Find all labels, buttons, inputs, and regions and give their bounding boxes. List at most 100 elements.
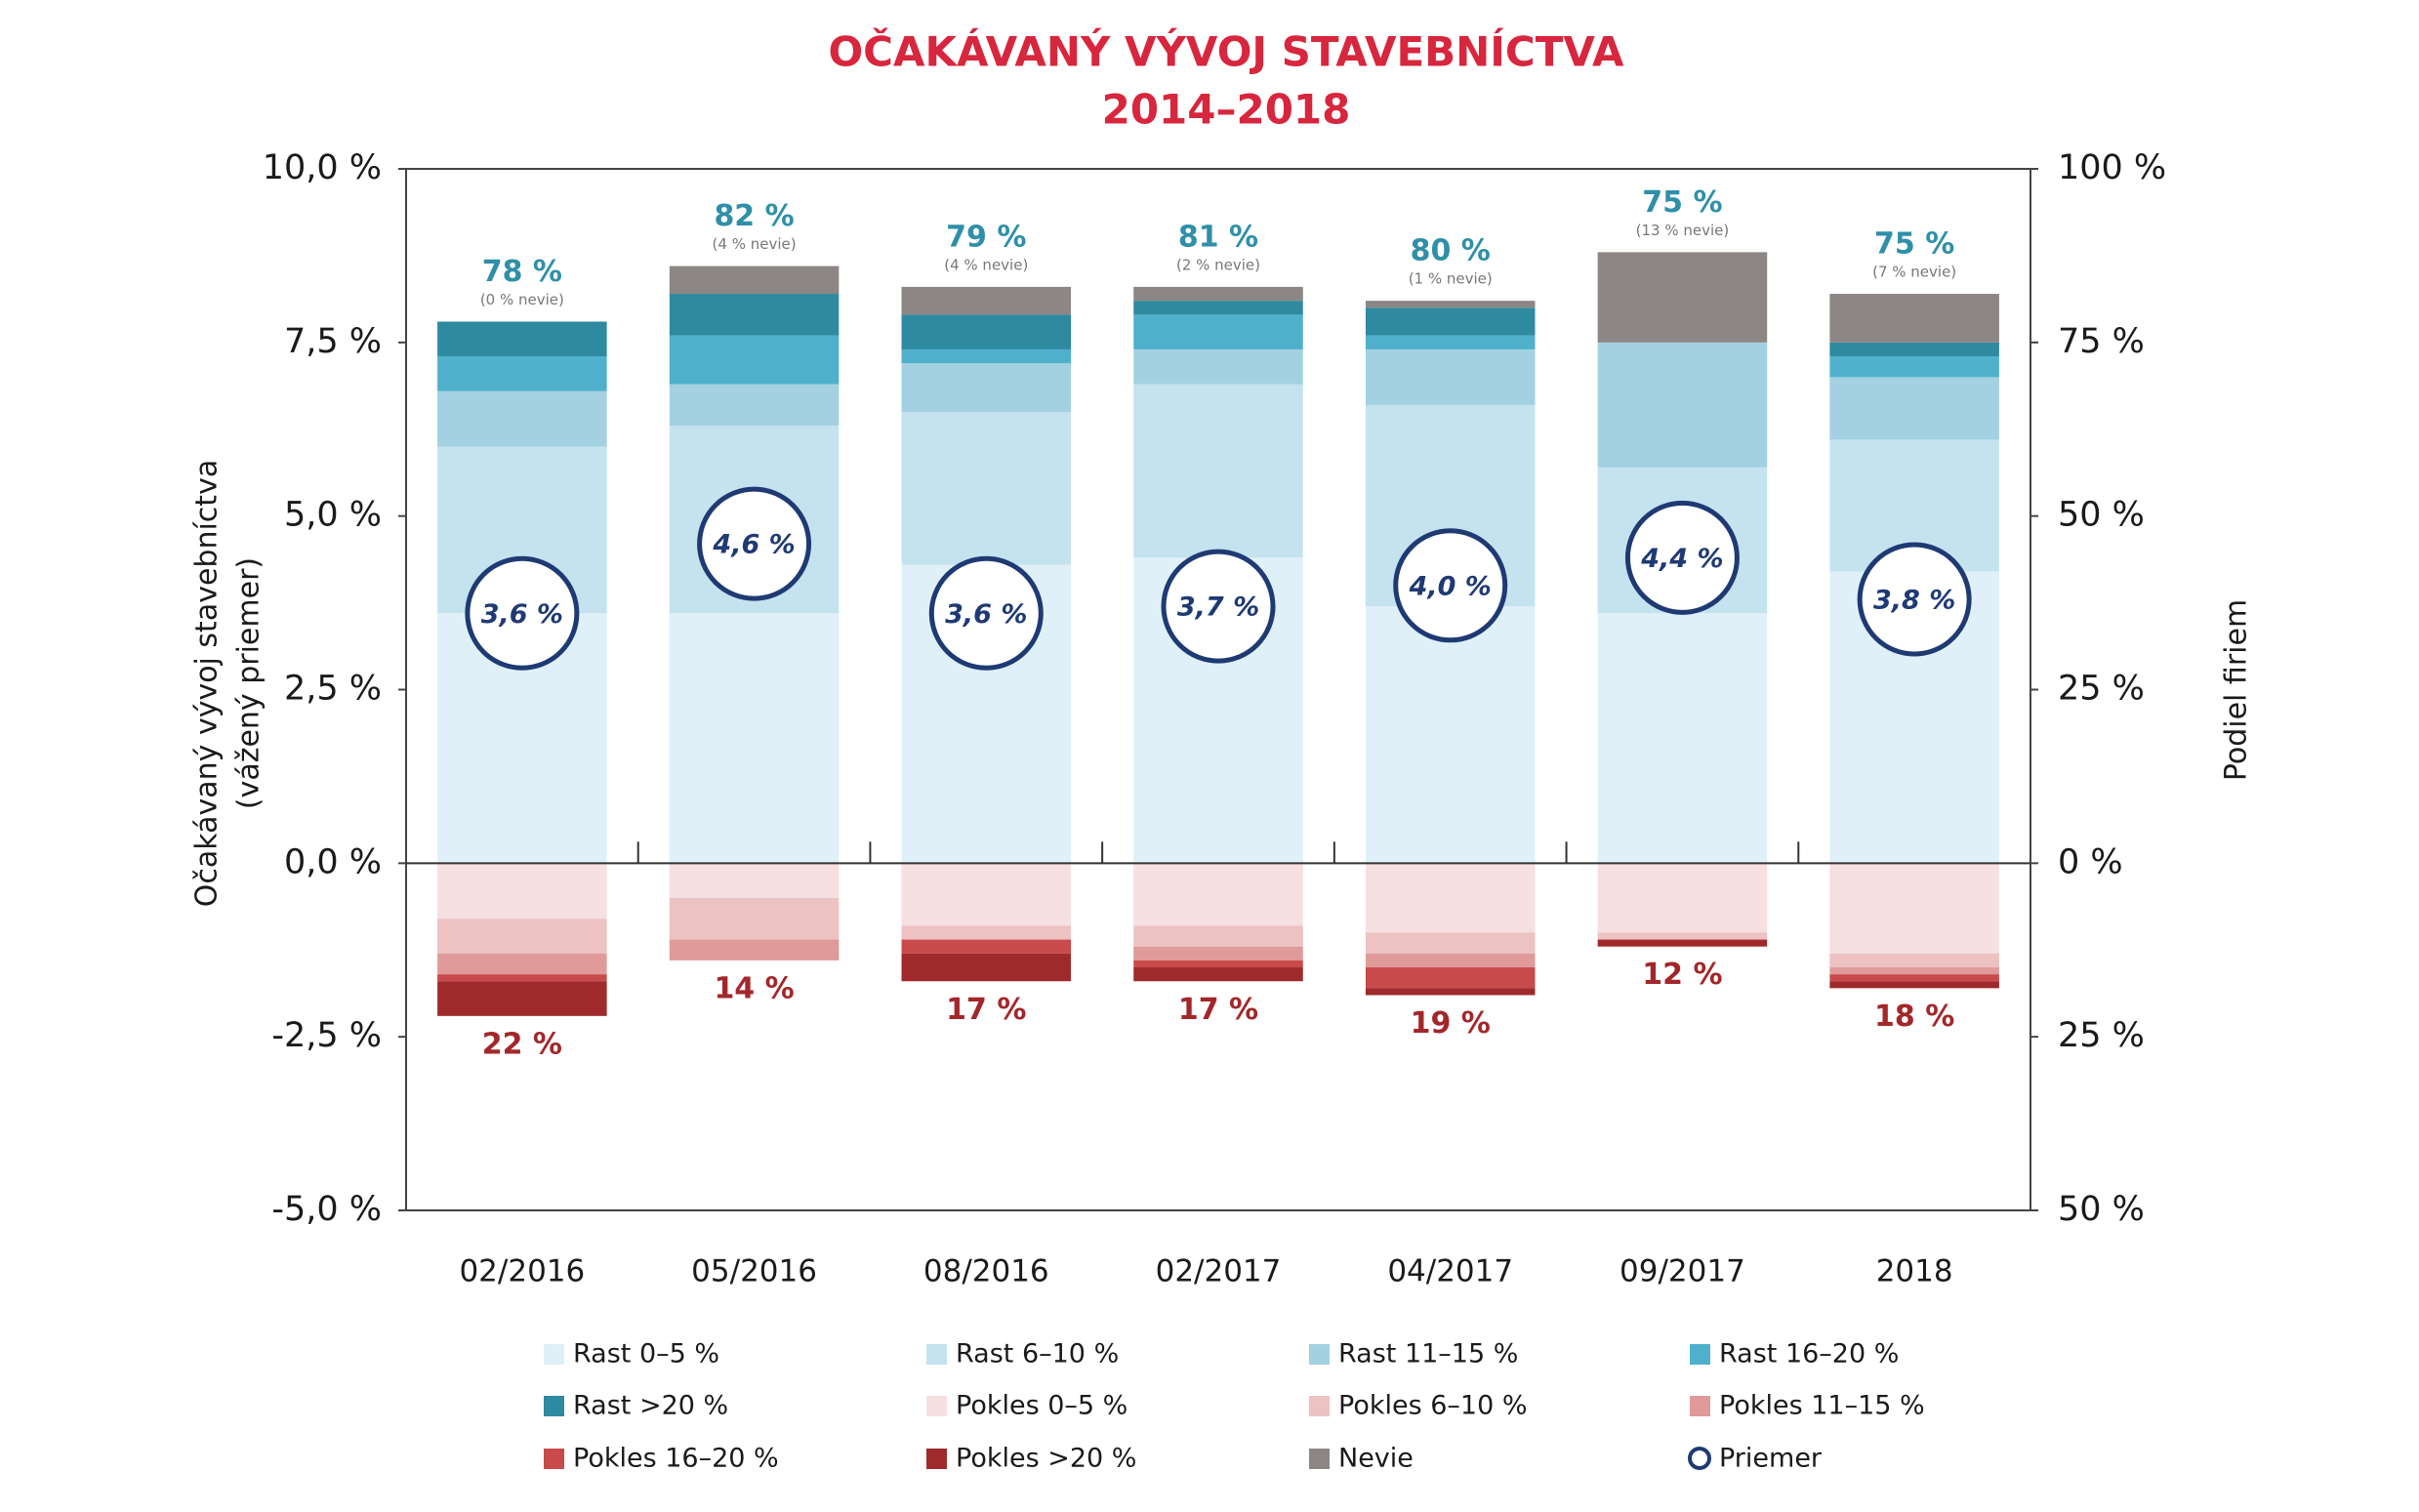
legend-swatch (926, 1344, 947, 1365)
bar-segment (1829, 974, 1999, 982)
bar-segment (669, 897, 840, 940)
x-tick-label: 02/2017 (1156, 1254, 1282, 1289)
top-label: 80 % (1411, 234, 1491, 268)
bar-segment (1133, 967, 1303, 982)
bar-segment (1365, 863, 1536, 933)
legend-label: Rast 6–10 % (956, 1339, 1119, 1369)
legend-swatch (1309, 1396, 1330, 1416)
legend-swatch (544, 1396, 564, 1416)
top-sublabel: (7 % nevie) (1872, 264, 1956, 281)
bar-segment (1597, 342, 1768, 468)
legend-marker (1688, 1447, 1711, 1470)
bar-segment (1829, 377, 1999, 440)
y-tick-label: -5,0 % (271, 1190, 382, 1229)
bar-segment (437, 919, 607, 954)
top-label: 79 % (946, 220, 1026, 254)
bar-segment (901, 953, 1072, 982)
average-marker (1624, 500, 1740, 615)
top-label: 75 % (1874, 227, 1954, 262)
y-tick-label: 2,5 % (284, 670, 382, 709)
y-tick-label: 0,0 % (284, 842, 382, 881)
top-sublabel: (4 % nevie) (713, 235, 797, 253)
average-label: 3,8 % (1873, 586, 1955, 616)
bar-segment (901, 939, 1072, 954)
bar-segment (669, 335, 840, 385)
legend-swatch (1309, 1344, 1330, 1365)
bar-segment (437, 356, 607, 391)
bar-segment (1597, 863, 1768, 933)
average-label: 4,0 % (1409, 571, 1492, 601)
bar-segment (669, 863, 840, 898)
legend-swatch (1690, 1344, 1710, 1365)
legend-swatch (1309, 1449, 1330, 1469)
top-sublabel: (0 % nevie) (480, 291, 564, 308)
average-marker (1393, 528, 1508, 643)
bar-segment (669, 294, 840, 336)
top-label: 81 % (1178, 220, 1258, 254)
y-tick-label: -2,5 % (271, 1016, 382, 1055)
bar-segment (1133, 384, 1303, 558)
bar-segment (1829, 356, 1999, 378)
bar-segment (901, 363, 1072, 412)
y-axis-title: Očakávaný vývoj stavebníctva (190, 460, 225, 907)
average-label: 4,6 % (712, 530, 795, 560)
average-marker (1161, 549, 1276, 664)
bar-segment (1365, 307, 1536, 336)
average-label: 3,6 % (481, 599, 563, 630)
chart-title: OČAKÁVANÝ VÝVOJ STAVEBNÍCTVA (828, 27, 1624, 76)
x-tick-label: 08/2016 (923, 1254, 1049, 1289)
y2-tick-label: 25 % (2058, 670, 2145, 709)
x-tick-label: 04/2017 (1387, 1254, 1513, 1289)
bar-segment (1829, 967, 1999, 975)
bar-segment (1597, 252, 1768, 343)
bar-segment (437, 981, 607, 1016)
top-sublabel: (13 % nevie) (1636, 222, 1730, 239)
bar-segment (1133, 925, 1303, 947)
y2-axis-title: Podiel firiem (2220, 599, 2254, 781)
bar-segment (437, 321, 607, 357)
chart-subtitle: 2014–2018 (1102, 86, 1351, 134)
bar-segment (1365, 606, 1536, 864)
bar-segment (1829, 294, 1999, 343)
legend-label: Rast >20 % (573, 1391, 728, 1421)
bottom-label: 18 % (1874, 1000, 1954, 1034)
bar-segment (1597, 932, 1768, 940)
bar-segment (901, 314, 1072, 349)
bottom-label: 22 % (482, 1027, 562, 1061)
top-sublabel: (1 % nevie) (1409, 270, 1493, 288)
bar-segment (1597, 613, 1768, 864)
average-marker (1857, 542, 1972, 657)
bar-segment (901, 348, 1072, 364)
legend-label: Priemer (1719, 1444, 1823, 1474)
bar-segment (1133, 286, 1303, 302)
bottom-label: 19 % (1411, 1006, 1491, 1041)
bar-segment (669, 613, 840, 864)
y2-tick-label: 100 % (2058, 148, 2166, 187)
bar-segment (1133, 348, 1303, 385)
y2-tick-label: 75 % (2058, 322, 2145, 361)
bar-segment (1365, 301, 1536, 308)
bar-segment (1829, 981, 1999, 989)
x-tick-label: 09/2017 (1620, 1254, 1745, 1289)
x-tick-label: 05/2016 (691, 1254, 817, 1289)
y-tick-label: 10,0 % (263, 148, 382, 187)
bar-segment (1365, 348, 1536, 405)
average-label: 3,7 % (1177, 593, 1259, 623)
bar-segment (669, 384, 840, 427)
average-marker (928, 555, 1044, 671)
bar-segment (1133, 960, 1303, 968)
bottom-label: 17 % (946, 993, 1026, 1027)
bar-segment (1133, 946, 1303, 960)
bar-segment (1365, 953, 1536, 968)
legend-label: Pokles 6–10 % (1338, 1391, 1528, 1421)
legend-swatch (544, 1344, 564, 1365)
top-sublabel: (2 % nevie) (1176, 256, 1260, 273)
y2-tick-label: 0 % (2058, 842, 2123, 881)
legend-label: Pokles 11–15 % (1719, 1391, 1925, 1421)
bar-segment (437, 863, 607, 919)
x-tick-label: 2018 (1876, 1254, 1953, 1289)
y2-tick-label: 25 % (2058, 1016, 2145, 1055)
bar-segment (437, 974, 607, 982)
top-label: 75 % (1642, 185, 1722, 220)
